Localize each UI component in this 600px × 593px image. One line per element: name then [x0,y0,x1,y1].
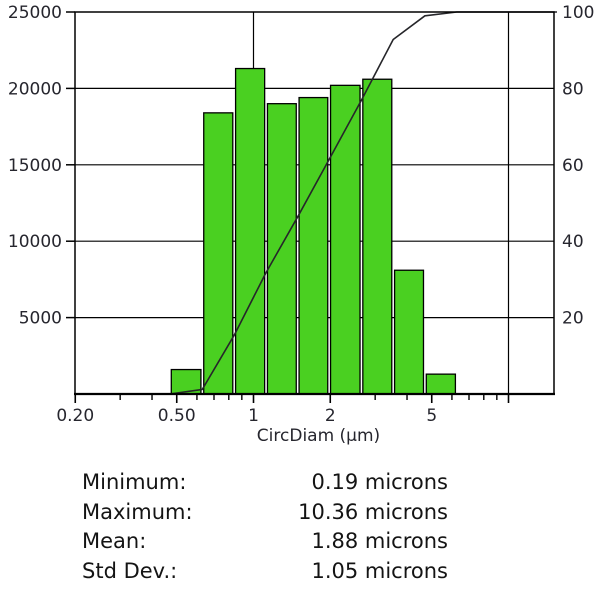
stat-row-minimum: Minimum: 0.19 microns [82,468,600,498]
histogram-bar [234,67,266,395]
stat-row-maximum: Maximum: 10.36 microns [82,498,600,528]
y-right-tick-label: 60 [562,156,584,176]
x-tick-label: 2 [325,406,336,426]
histogram-bar [425,373,457,395]
histogram-bar [393,269,425,395]
y-right-tick-label: 100 [562,3,594,23]
chart-svg: 5000 10000 15000 20000 25000 20 40 60 80 100 0.20 0… [8,3,595,446]
histogram-bar [362,78,393,395]
particle-size-chart: 5000 10000 15000 20000 25000 20 40 60 80 100 0.20 0… [8,3,595,446]
x-axis-title: CircDiam (µm) [257,426,380,446]
y-left-tick-label: 25000 [8,3,62,23]
x-tick-label: 0.20 [56,406,94,426]
histogram-bar [298,96,329,395]
stat-value: 1.88 microns [311,529,448,553]
stat-row-stddev: Std Dev.: 1.05 microns [82,557,600,587]
x-tick-label: 1 [248,406,259,426]
stat-label: Minimum: [82,470,187,494]
statistics-panel: Minimum: 0.19 microns Maximum: 10.36 mic… [0,468,600,586]
y-right-tick-label: 40 [562,232,584,252]
stat-value: 10.36 microns [298,499,448,524]
stat-value: 1.05 microns [311,558,448,583]
histogram-bar [266,103,297,395]
y-left-tick-label: 10000 [8,232,62,252]
x-tick-label: 0.50 [158,406,196,426]
y-left-tick-label: 5000 [19,309,62,329]
y-right-tick-label: 80 [562,79,584,99]
stat-row-mean: Mean: 1.88 microns [82,527,600,557]
stat-label: Mean: [82,529,147,553]
histogram-bar [203,112,234,395]
y-left-tick-label: 15000 [8,156,62,176]
y-left-tick-label: 20000 [8,79,62,99]
stat-label: Maximum: [82,499,193,524]
stat-label: Std Dev.: [82,558,178,583]
histogram-bar [329,84,361,395]
cumulative-line [169,11,557,395]
stat-value: 0.19 microns [311,470,448,494]
x-tick-label: 5 [426,406,437,426]
y-right-tick-label: 20 [562,309,584,329]
